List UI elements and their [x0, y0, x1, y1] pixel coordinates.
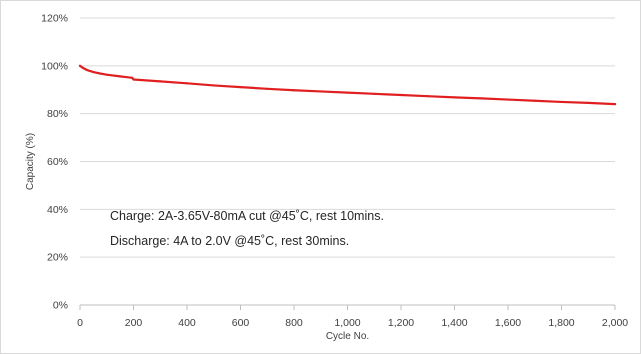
- data-point: [85, 68, 88, 71]
- x-tick-label: 1,200: [388, 317, 414, 329]
- data-point: [266, 87, 269, 90]
- x-tick-label: 400: [178, 317, 196, 329]
- data-point: [533, 99, 536, 102]
- data-point: [613, 103, 617, 106]
- x-tick-label: 1,600: [495, 317, 521, 329]
- x-tick-label: 800: [285, 317, 303, 329]
- annotation-charge: Charge: 2A-3.65V-80mA cut @45˚C, rest 10…: [110, 209, 384, 223]
- data-point: [131, 76, 134, 79]
- data-point: [480, 97, 483, 100]
- data-point: [587, 101, 590, 104]
- data-point: [92, 70, 95, 74]
- x-tick-label: 1,800: [548, 317, 574, 329]
- data-point: [506, 98, 510, 101]
- x-axis-title: Cycle No.: [326, 331, 369, 342]
- y-tick-label: 60%: [47, 156, 68, 168]
- y-tick-label: 120%: [41, 13, 68, 25]
- x-tick-label: 1,400: [441, 317, 467, 329]
- y-tick-label: 100%: [41, 60, 68, 72]
- series-line: [78, 64, 617, 106]
- data-point: [105, 73, 108, 76]
- x-tick-label: 600: [232, 317, 250, 329]
- y-tick-label: 20%: [47, 252, 68, 264]
- data-point: [426, 95, 429, 98]
- data-point: [292, 89, 296, 92]
- y-axis-ticks: 0% 20% 40% 60% 80% 100% 120%: [41, 13, 68, 312]
- data-point: [119, 75, 122, 78]
- y-axis-title: Capacity (%): [25, 133, 36, 190]
- data-point: [81, 66, 84, 69]
- data-point: [185, 82, 189, 85]
- annotation-discharge: Discharge: 4A to 2.0V @45˚C, rest 30mins…: [110, 234, 349, 248]
- data-point: [453, 96, 456, 99]
- data-point: [132, 78, 135, 81]
- data-point: [346, 91, 349, 94]
- y-tick-label: 0%: [53, 300, 68, 312]
- data-point: [319, 90, 322, 93]
- y-tick-label: 40%: [47, 204, 68, 216]
- data-point: [239, 86, 242, 89]
- gridlines: [80, 17, 615, 258]
- data-point: [159, 80, 162, 83]
- data-point: [373, 92, 376, 95]
- data-point: [212, 84, 215, 87]
- x-tick-label: 1,000: [334, 317, 360, 329]
- y-tick-label: 80%: [47, 108, 68, 120]
- data-point: [78, 64, 82, 67]
- x-tick-label: 0: [77, 317, 83, 329]
- data-point: [399, 93, 403, 97]
- x-axis-ticks: 0 200 400 600 800 1,000 1,200 1,400 1,600 1,800 2,…: [77, 305, 628, 329]
- data-point: [560, 100, 563, 104]
- data-point: [98, 72, 102, 75]
- x-tick-label: 2,000: [602, 317, 628, 329]
- x-tick-label: 200: [125, 317, 143, 329]
- series-group: [78, 64, 617, 106]
